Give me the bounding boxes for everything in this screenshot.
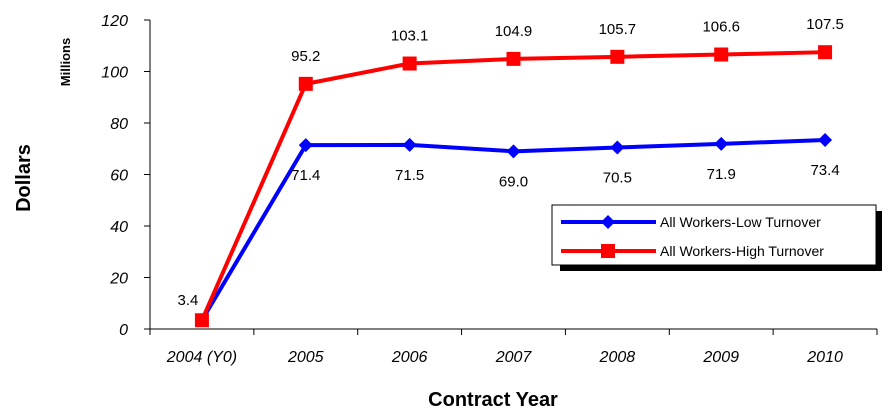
legend-label: All Workers-High Turnover xyxy=(660,243,824,259)
y-units-label: Millions xyxy=(58,38,73,86)
data-point xyxy=(714,136,729,151)
data-point xyxy=(402,137,417,152)
data-label: 71.9 xyxy=(707,166,736,183)
data-point xyxy=(298,76,313,91)
data-label: 73.4 xyxy=(810,162,839,179)
data-point xyxy=(610,49,625,64)
y-tick-label: 60 xyxy=(110,168,128,185)
data-label: 105.7 xyxy=(599,21,637,38)
data-label: 71.5 xyxy=(395,167,424,184)
y-tick-label: 20 xyxy=(109,271,128,288)
y-tick-label: 40 xyxy=(110,219,128,236)
data-point xyxy=(818,45,833,60)
y-axis: 0 20 40 60 80 100 120 xyxy=(101,13,151,339)
data-point xyxy=(402,56,417,71)
data-label: 71.4 xyxy=(291,167,320,184)
x-tick-label: 2010 xyxy=(806,349,843,366)
x-tick-label: 2007 xyxy=(495,349,533,366)
legend-label: All Workers-Low Turnover xyxy=(660,214,821,230)
data-point xyxy=(818,132,833,147)
data-label: 69.0 xyxy=(499,173,528,190)
data-point xyxy=(506,51,521,66)
y-tick-label: 80 xyxy=(110,116,128,133)
y-axis-title: Dollars xyxy=(13,144,35,212)
y-tick-label: 100 xyxy=(101,65,128,82)
data-point xyxy=(714,47,729,62)
y-tick-label: 0 xyxy=(119,322,128,339)
x-tick-label: 2006 xyxy=(391,349,428,366)
data-label: 104.9 xyxy=(495,23,533,40)
data-label: 3.4 xyxy=(177,292,198,309)
legend: All Workers-Low Turnover All Workers-High… xyxy=(551,204,882,271)
x-axis: 2004 (Y0) 2005 2006 2007 2008 2009 2010 xyxy=(149,328,878,366)
data-label: 95.2 xyxy=(291,48,320,65)
data-label: 107.5 xyxy=(806,16,844,33)
x-tick-label: 2005 xyxy=(287,349,324,366)
x-tick-label: 2008 xyxy=(599,349,636,366)
data-point xyxy=(298,138,313,153)
data-point xyxy=(506,144,521,159)
data-point xyxy=(194,313,209,328)
y-tick-label: 120 xyxy=(101,13,128,30)
legend-marker xyxy=(601,215,615,229)
series-layer xyxy=(194,45,833,328)
data-label: 103.1 xyxy=(391,28,429,45)
data-point xyxy=(610,140,625,155)
data-label: 70.5 xyxy=(603,169,632,186)
legend-marker xyxy=(601,244,615,258)
x-tick-label: 2004 (Y0) xyxy=(166,349,237,366)
data-label: 106.6 xyxy=(702,19,740,36)
data-labels: 71.4 71.5 69.0 70.5 71.9 73.4 3.4 95.2 103.1 104.… xyxy=(177,16,843,309)
x-tick-label: 2009 xyxy=(702,349,739,366)
x-axis-title: Contract Year xyxy=(428,389,558,411)
